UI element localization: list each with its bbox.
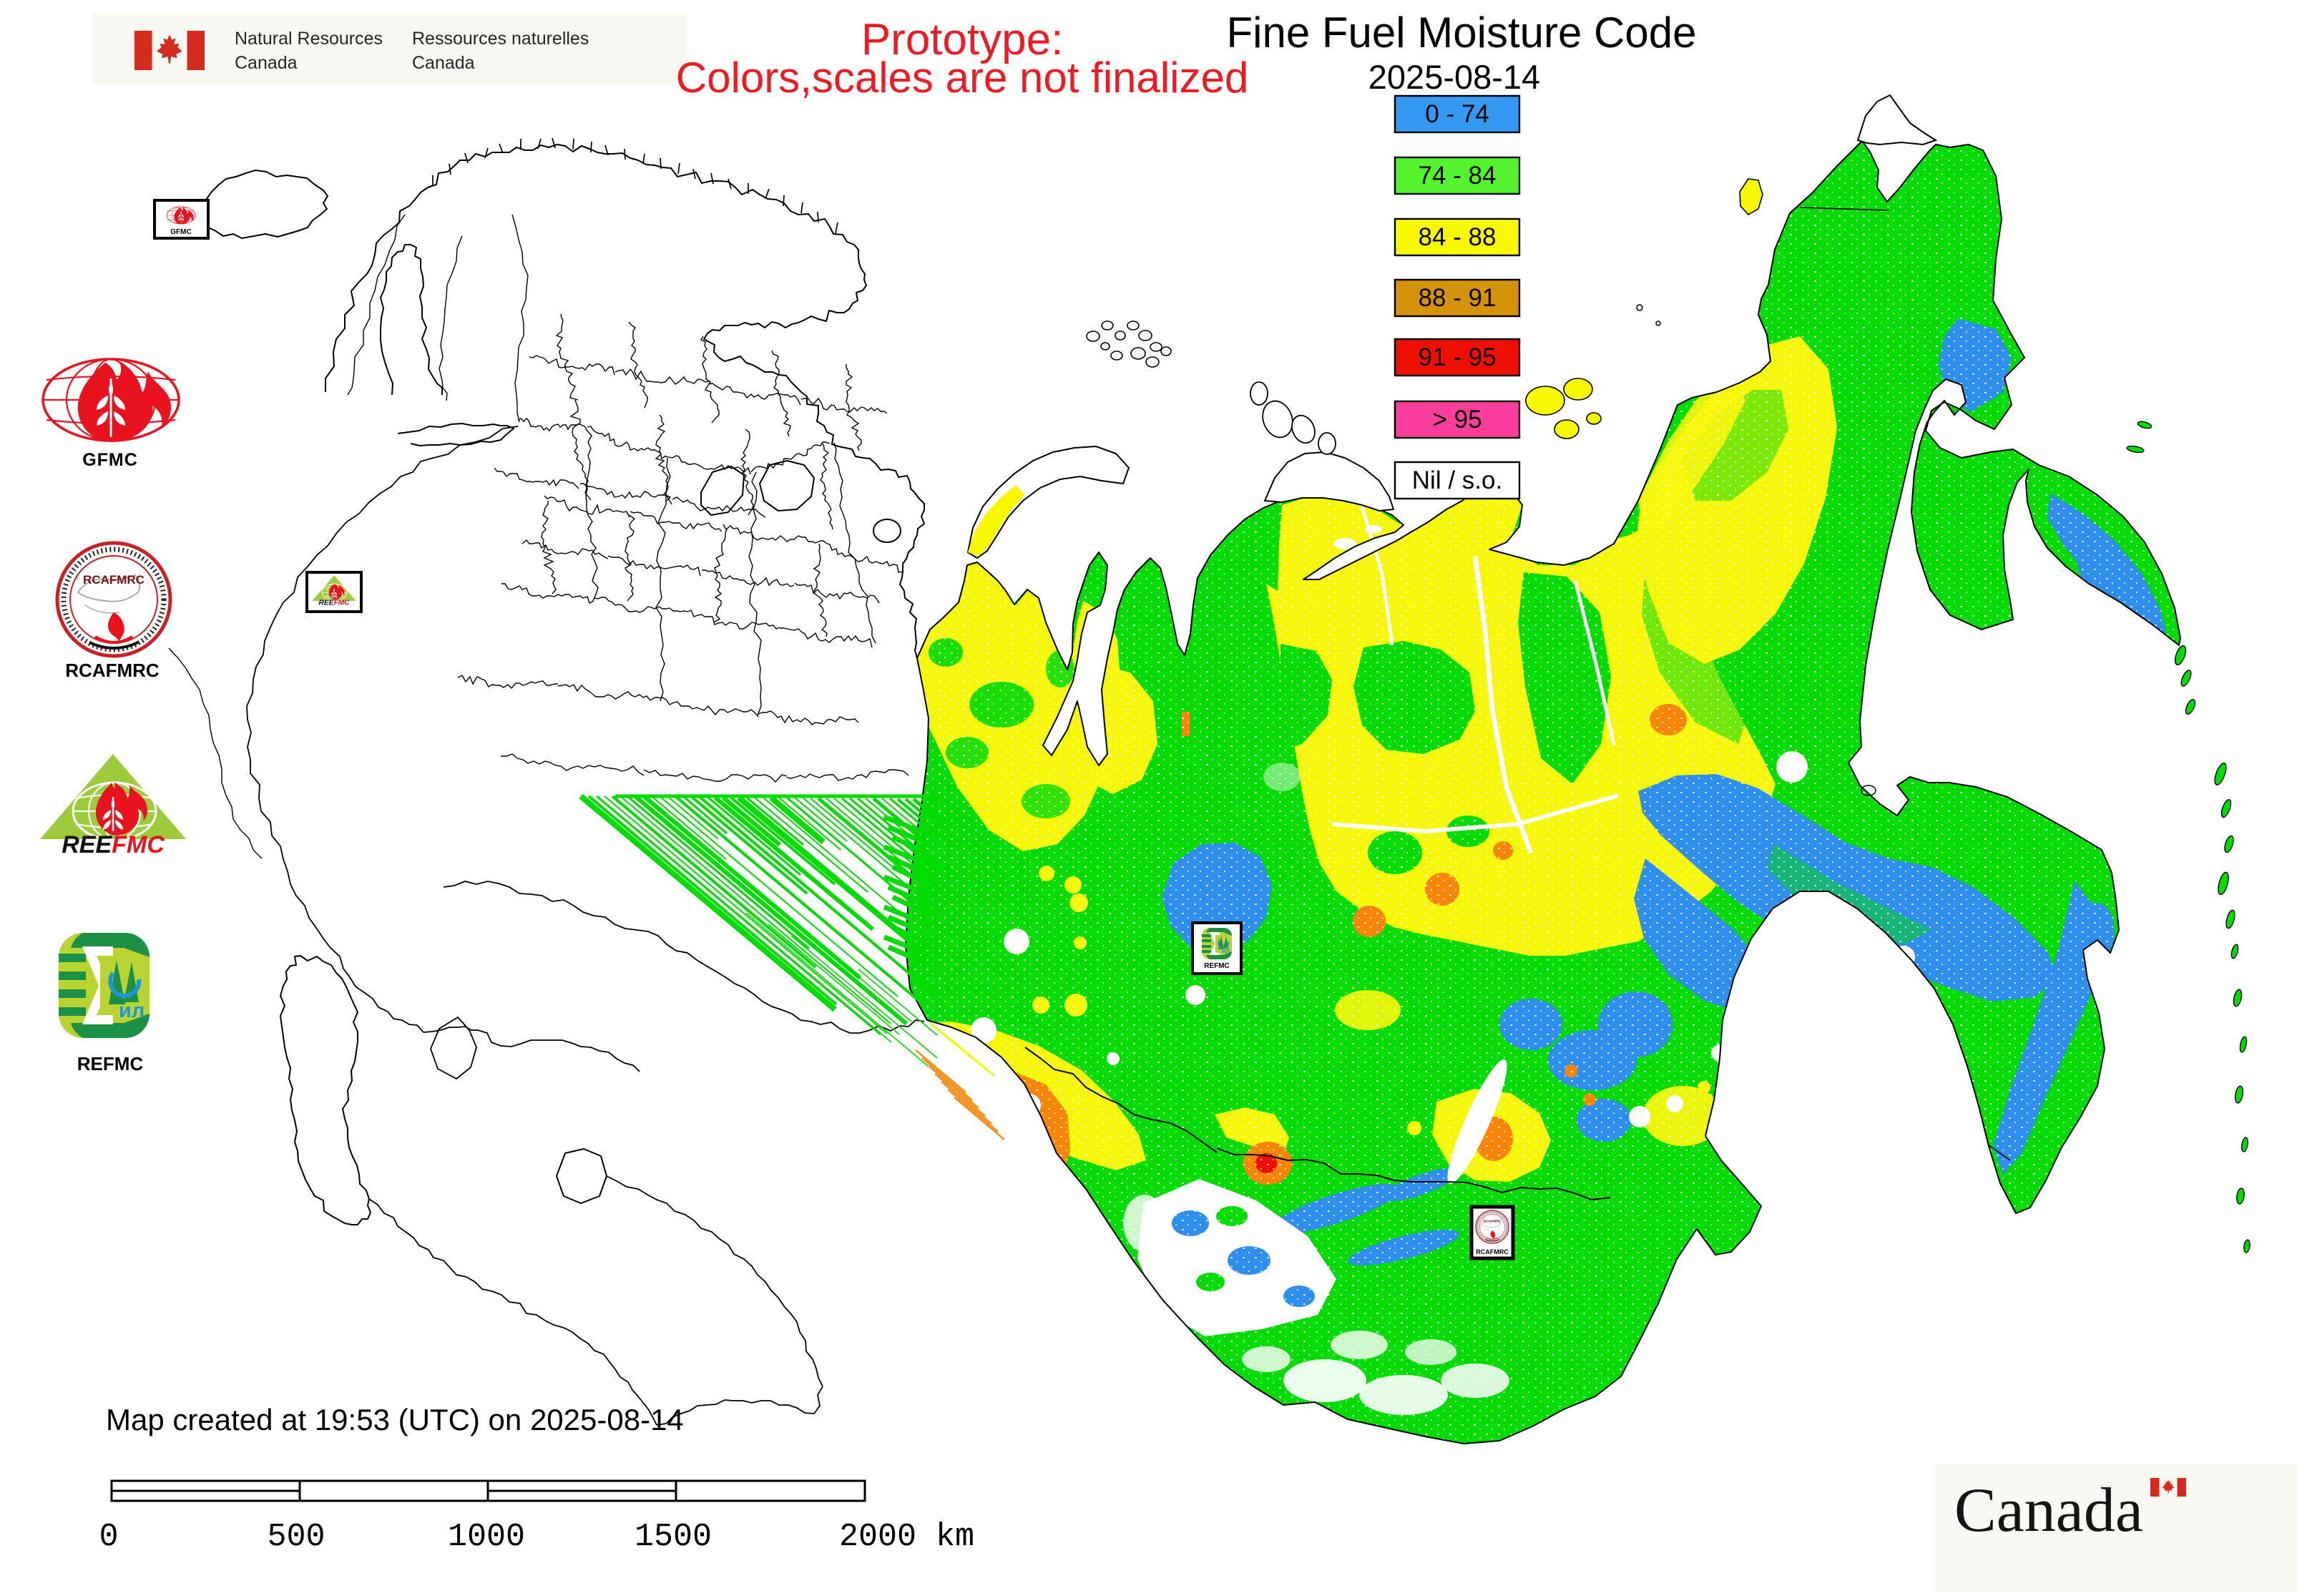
svg-text:84 - 88: 84 - 88 (1419, 223, 1497, 251)
svg-text:Map created at 19:53 (UTC) on: Map created at 19:53 (UTC) on 2025-08-14 (106, 1403, 684, 1436)
svg-text:Fine Fuel Moisture Code: Fine Fuel Moisture Code (1227, 9, 1697, 57)
svg-text:REFMC: REFMC (1204, 962, 1230, 970)
svg-text:74 - 84: 74 - 84 (1419, 162, 1497, 190)
svg-text:0 - 74: 0 - 74 (1425, 100, 1489, 128)
svg-text:RCAFMRC: RCAFMRC (1484, 1220, 1502, 1224)
svg-text:Canada: Canada (1954, 1476, 2143, 1545)
svg-text:ил: ил (1222, 947, 1230, 954)
svg-text:Canada: Canada (235, 53, 298, 73)
svg-text:REEFMC: REEFMC (62, 831, 165, 858)
svg-text:RCAFMRC: RCAFMRC (1476, 1248, 1509, 1255)
svg-text:0: 0 (99, 1519, 118, 1555)
svg-text:REEFMC: REEFMC (318, 599, 350, 607)
svg-text:Nil / s.o.: Nil / s.o. (1412, 466, 1502, 494)
svg-text:GFMC: GFMC (170, 228, 191, 236)
svg-text:Prototype:: Prototype: (861, 15, 1064, 64)
svg-text:REFMC: REFMC (77, 1053, 144, 1074)
svg-text:2000 km: 2000 km (839, 1519, 974, 1555)
svg-text:Natural Resources: Natural Resources (235, 29, 383, 49)
svg-text:RCAFMRC: RCAFMRC (83, 573, 145, 587)
svg-text:88 - 91: 88 - 91 (1419, 284, 1497, 312)
svg-text:500: 500 (267, 1519, 325, 1555)
svg-text:Canada: Canada (412, 53, 475, 73)
svg-text:GFMC: GFMC (82, 450, 138, 470)
svg-text:Colors,scales are not finalize: Colors,scales are not finalized (676, 54, 1248, 102)
svg-text:RCAFMRC: RCAFMRC (65, 660, 160, 681)
svg-text:1000: 1000 (448, 1519, 525, 1555)
svg-text:ил: ил (119, 999, 145, 1022)
svg-text:91 - 95: 91 - 95 (1419, 343, 1497, 371)
svg-text:> 95: > 95 (1432, 406, 1481, 434)
svg-text:2025-08-14: 2025-08-14 (1368, 58, 1540, 96)
svg-text:1500: 1500 (635, 1519, 712, 1555)
svg-text:Ressources naturelles: Ressources naturelles (412, 29, 589, 49)
